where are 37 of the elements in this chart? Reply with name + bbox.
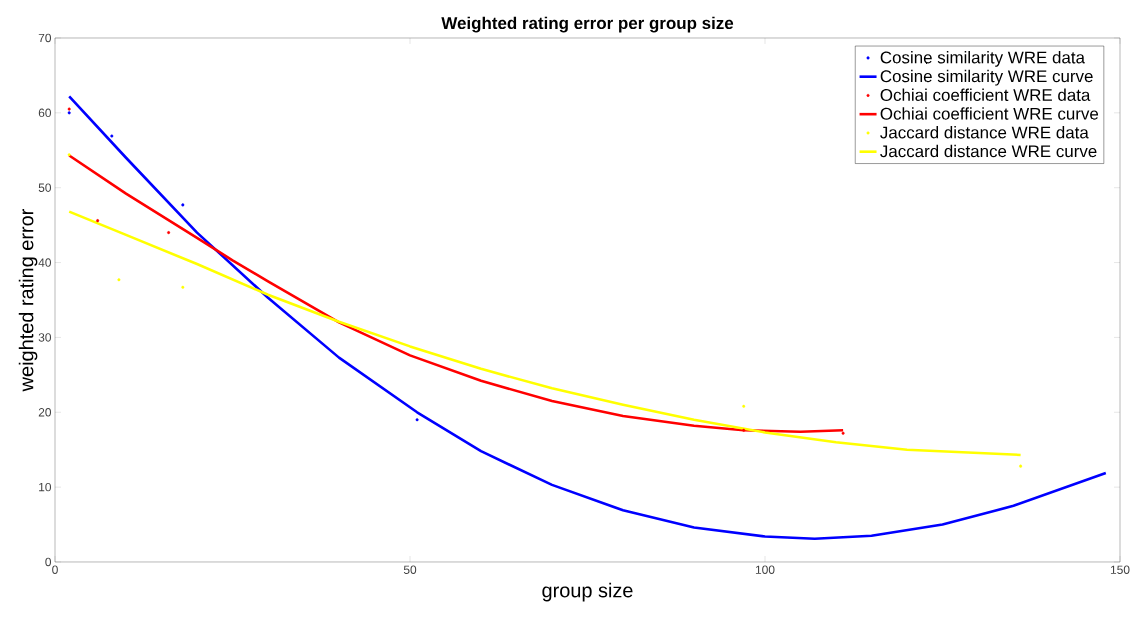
point [96, 219, 100, 223]
point [67, 111, 71, 115]
y-tick-label: 50 [38, 183, 52, 192]
point [742, 404, 746, 408]
x-tick-label: 50 [403, 565, 417, 574]
point [181, 203, 185, 207]
point [117, 278, 121, 282]
legend-label: Jaccard distance WRE curve [880, 144, 1097, 158]
legend-label: Cosine similarity WRE data [880, 51, 1085, 67]
y-tick-label: 20 [38, 408, 52, 417]
legend-label: Ochiai coefficient WRE curve [880, 107, 1099, 120]
y-axis-title: weighted rating error [18, 209, 38, 392]
point [742, 428, 746, 432]
y-tick-label: 60 [38, 108, 52, 118]
y-tick-label: 70 [38, 33, 52, 43]
x-tick-label: 100 [755, 565, 775, 574]
x-tick-label: 150 [1110, 565, 1130, 574]
y-tick-label: 40 [38, 258, 52, 267]
x-tick-label: 0 [52, 565, 58, 574]
point [110, 134, 114, 138]
point [67, 153, 71, 157]
point [167, 231, 171, 235]
point [841, 431, 845, 435]
y-tick-label: 0 [45, 557, 52, 567]
point [181, 285, 185, 289]
legend-label: Ochiai coefficient WRE data [880, 88, 1091, 101]
x-axis-title: group size [542, 582, 633, 602]
y-tick-label: 10 [39, 482, 52, 492]
legend-label: Jaccard distance WRE data [880, 126, 1089, 139]
y-tick-label: 30 [38, 333, 52, 342]
chart-title: Weighted rating error per group size [441, 16, 734, 33]
point [1019, 464, 1023, 468]
line-series [67, 210, 1022, 457]
point [415, 418, 419, 422]
point [67, 107, 71, 111]
legend-label: Cosine similarity WRE curve [880, 69, 1093, 86]
line-series [67, 154, 845, 434]
